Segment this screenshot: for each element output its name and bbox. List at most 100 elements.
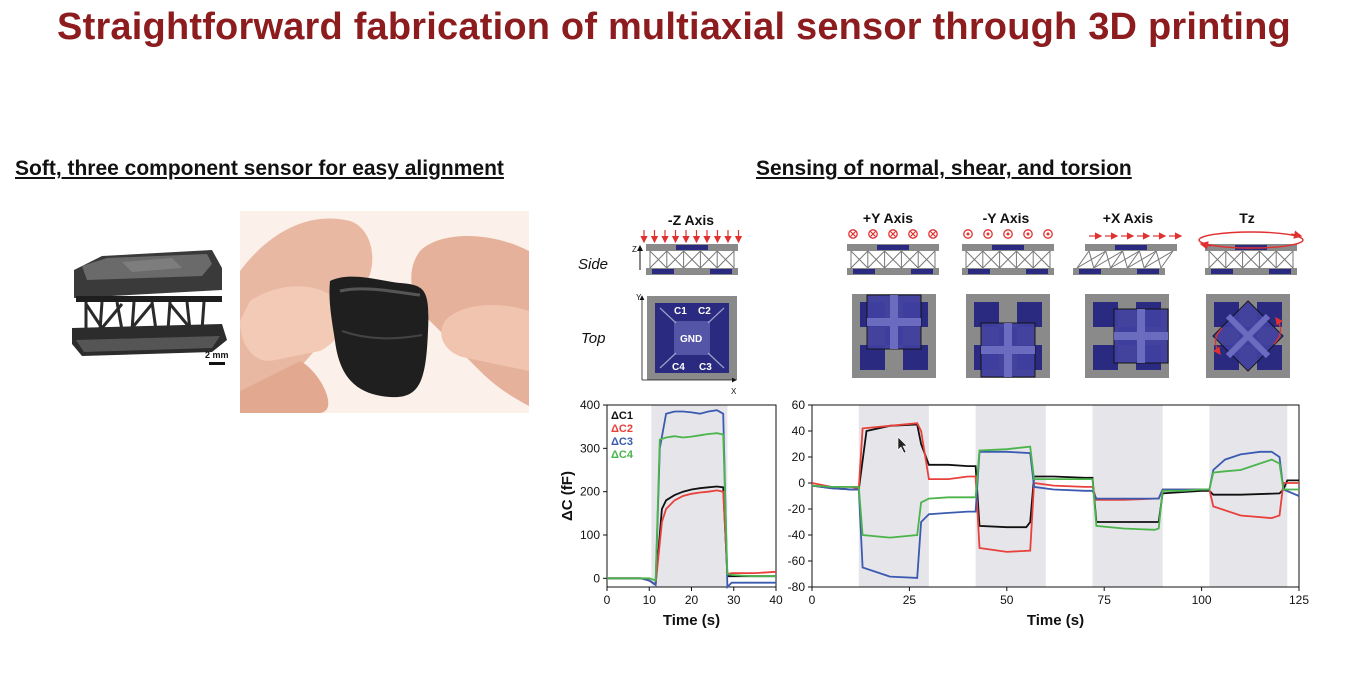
side-top-electrode [992,245,1024,250]
series-line-c3 [811,450,1300,579]
x-tick-label: 50 [1000,593,1014,607]
lattice-strut [1126,250,1140,269]
y-tick-label: 200 [580,485,600,499]
lattice-strut [884,250,902,269]
side-lattice [1208,250,1294,269]
x-tick-label: 0 [809,593,816,607]
lattice-strut [1093,250,1107,269]
side-view-neg-z [640,230,743,275]
sensor-photo: 2 mm [72,250,229,365]
dot-mark [966,232,970,236]
lattice-strut [982,250,1000,269]
x-tick-label: 75 [1098,593,1112,607]
x-axis-label: Time (s) [663,612,720,629]
lattice-strut [1143,250,1157,269]
cross-mark [890,231,896,237]
electrode-label-c1: C1 [674,306,687,317]
lattice-strut [867,250,885,269]
side-bottom-electrode [710,269,732,274]
side-top-electrode [1115,245,1147,250]
side-bottom-plate [962,268,1054,275]
series-line-c4 [811,445,1299,539]
x-tick-label: 30 [727,593,741,607]
lattice-strut [1160,250,1174,269]
lattice-strut [700,250,718,269]
y-tick-label: 0 [593,571,600,585]
x-tick-label: 125 [1289,593,1309,607]
side-lattice [850,250,936,269]
electrode-label-c4: C4 [672,362,685,373]
series-line-c3 [607,409,776,590]
axis-title-neg-y: -Y Axis [983,210,1030,226]
side-bottom-electrode [1269,269,1291,274]
top-plate-cross [890,295,898,349]
lattice-strut [716,250,735,269]
side-top-electrode [877,245,909,250]
shaded-interval [1092,405,1163,587]
x-tick-label: 100 [1192,593,1212,607]
series-line-c4 [607,432,776,582]
lattice-strut [1127,250,1157,269]
legend-entry-c3: ΔC3 [611,436,633,448]
side-bottom-electrode [968,269,990,274]
side-view-diagrams [640,229,1304,275]
side-bottom-electrode [652,269,674,274]
top-view-pos-x [1085,294,1169,378]
top-axis-x-label: X [731,387,737,396]
top-view-diagrams [852,294,1290,378]
top-plate-cross [1137,309,1145,363]
mouse-cursor-icon [897,436,908,454]
y-tick-label: 400 [580,398,600,412]
y-tick-label: -20 [788,502,806,516]
lattice-strut [1032,250,1051,269]
side-bottom-plate [1205,268,1297,275]
lattice-strut [1259,250,1277,269]
lattice-strut [1016,250,1034,269]
x-tick-label: 20 [685,593,699,607]
shaded-interval [975,405,1046,587]
top-axis-indicator: Y X [636,293,737,396]
axis-title-pos-x: +X Axis [1103,210,1154,226]
top-view-neg-z: C1 C2 GND C4 C3 [647,296,737,380]
y-tick-label: 20 [792,450,806,464]
shaded-interval [1209,405,1288,587]
side-bottom-electrode [1137,269,1159,274]
lattice-strut [649,250,668,269]
dot-mark [1026,232,1030,236]
y-tick-label: -60 [788,554,806,568]
sensor-object [72,250,227,356]
torsion-arrow-icon [1290,230,1303,239]
lattice-strut [1208,250,1227,269]
force-indicator-neg-z [640,230,743,244]
top-view-pos-y [852,294,936,378]
shaded-interval [651,405,728,587]
shaded-interval [858,405,929,587]
lattice-strut [1110,250,1124,269]
slide-title: Straightforward fabrication of multiaxia… [57,6,1291,48]
top-plate-cross [1225,313,1271,359]
axis-title-tz: Tz [1239,210,1255,226]
torsion-arrow-icon [1199,241,1212,250]
lattice-strut [1225,250,1243,269]
cross-mark [930,231,936,237]
axis-title-neg-z: -Z Axis [668,212,714,228]
lattice-strut [1076,250,1107,269]
rotation-arrow-icon [1273,316,1283,345]
y-tick-label: 300 [580,441,600,455]
cross-mark [870,231,876,237]
side-bottom-plate [646,268,738,275]
y-tick-label: 60 [792,398,806,412]
y-axis-label: ΔC (fF) [559,471,576,521]
x-tick-label: 0 [604,593,611,607]
side-row-label: Side [578,256,608,273]
force-indicator-tz [1198,230,1304,250]
y-tick-label: -40 [788,528,806,542]
side-bottom-electrode [1211,269,1233,274]
dot-mark [1006,232,1010,236]
x-tick-label: 40 [769,593,783,607]
lattice-strut [666,250,684,269]
side-axis-z-label: Z [632,245,637,254]
side-bottom-electrode [853,269,875,274]
axis-title-pos-y: +Y Axis [863,210,913,226]
